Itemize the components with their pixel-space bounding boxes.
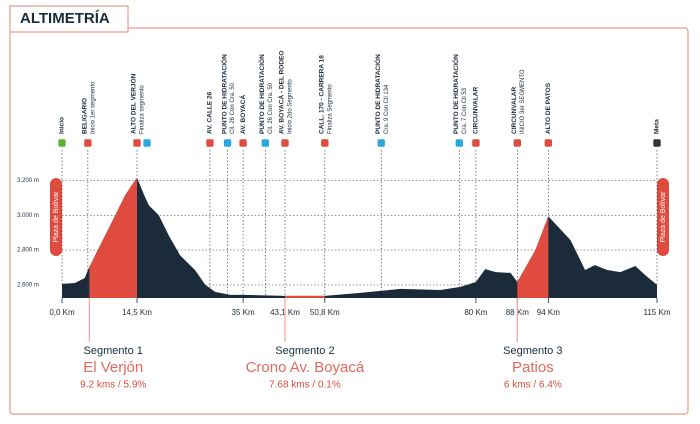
x-tick-label: 14,5 Km <box>122 308 152 317</box>
location-pill <box>50 178 62 256</box>
waypoint-sub: Cll. 26 Con Cra. 50 <box>230 82 236 134</box>
waypoint-sub: INICIO 3er SEGMENTO <box>520 69 526 134</box>
waypoint-icon <box>261 138 270 148</box>
waypoint-label: CIRCUNVALAR <box>473 87 480 134</box>
waypoint-label: AV. BOYACÁ <box>238 95 247 134</box>
segment-area <box>284 177 325 298</box>
x-tick-label: 0,0 Km <box>49 308 75 317</box>
title-tab <box>9 5 129 33</box>
y-tick-label: 3.200 m <box>17 178 39 184</box>
waypoint-label: ALTO DE PATOS <box>545 82 552 134</box>
waypoint-label: BELIGARIO <box>82 98 89 134</box>
waypoint-icon <box>280 138 290 148</box>
waypoint-sub: Inicio 2do Segmento <box>288 79 294 134</box>
y-tick-label: 2.600 m <box>17 283 39 289</box>
waypoint-label: CALL. 170 - CARRERA 18 <box>319 55 326 134</box>
waypoint-label: PUNTO DE HIDRATACIÓN <box>373 54 382 134</box>
waypoint-sub: Cra. 7 Con Cll 53 <box>462 87 468 134</box>
waypoint-sub: Cra. 9 Con Cll 134 <box>384 84 390 134</box>
waypoint-label: Inicio <box>59 117 66 134</box>
frame <box>9 27 689 415</box>
segment-name: Segmento 1 <box>84 345 143 357</box>
y-tick-label: 2.800 m <box>17 248 39 254</box>
waypoint-label: Meta <box>654 119 661 134</box>
waypoint-sub: Finaliza Segmento <box>327 84 333 134</box>
waypoint-icon <box>455 138 464 148</box>
segment-name: Segmento 2 <box>275 345 334 357</box>
waypoint-icon <box>376 138 386 148</box>
segment-area <box>517 177 549 298</box>
waypoint-icon <box>142 138 152 148</box>
location-label: Plaza de Bolívar <box>53 191 60 243</box>
x-tick-label: 94 Km <box>537 308 560 317</box>
waypoint-icon <box>544 138 553 148</box>
location-pill <box>657 178 669 256</box>
y-tick-label: 3.000 m <box>17 213 39 219</box>
waypoint-icon <box>471 138 481 148</box>
x-tick-label: 80 Km <box>464 308 487 317</box>
segment-area <box>89 177 138 298</box>
waypoint-label: CIRCUNVALAR <box>511 87 518 134</box>
x-tick-label: 50,8 Km <box>310 308 340 317</box>
waypoint-label: AV. BOYACÁ - DEL RODEO <box>277 51 286 134</box>
segment-name: Segmento 3 <box>503 345 562 357</box>
waypoint-label: ALTO DEL VERJÓN <box>129 73 138 134</box>
waypoint-label: PUNTO DE HIDRATACIÓN <box>219 54 228 134</box>
waypoint-label: PUNTO DE HIDRATACIÓN <box>257 54 266 134</box>
chart-title: ALTIMETRÍA <box>20 10 110 27</box>
waypoint-icon <box>132 138 142 148</box>
waypoint-sub: Cll. 26 Con Cra. 50 <box>268 82 274 134</box>
waypoint-icon <box>57 138 67 148</box>
segment-place: Patios <box>512 359 554 376</box>
profile-area <box>62 177 657 298</box>
segment-stats: 7.68 kms / 0.1% <box>269 380 341 391</box>
waypoint-label: AV. CALLE 26 <box>207 91 214 134</box>
segment-place: Crono Av. Boyacá <box>246 359 365 376</box>
waypoint-label: PUNTO DE HIDRATACIÓN <box>451 54 460 134</box>
waypoint-icon <box>223 138 232 148</box>
x-tick-label: 115 Km <box>644 308 671 317</box>
waypoint-sub: Finaliza segmento <box>140 85 146 134</box>
waypoint-icon <box>652 138 662 148</box>
segment-stats: 6 kms / 6.4% <box>504 380 562 391</box>
waypoint-icon <box>238 138 248 148</box>
segment-place: El Verjón <box>83 359 143 376</box>
segment-stats: 9.2 kms / 5.9% <box>80 380 146 391</box>
waypoint-icon <box>205 138 215 148</box>
waypoint-icon <box>513 138 522 148</box>
waypoint-icon <box>83 138 93 148</box>
location-label: Plaza de Bolívar <box>660 191 667 243</box>
waypoint-icon <box>320 138 330 148</box>
x-tick-label: 35 Km <box>232 308 255 317</box>
waypoint-sub: Inicio 1er segmento <box>90 81 96 134</box>
